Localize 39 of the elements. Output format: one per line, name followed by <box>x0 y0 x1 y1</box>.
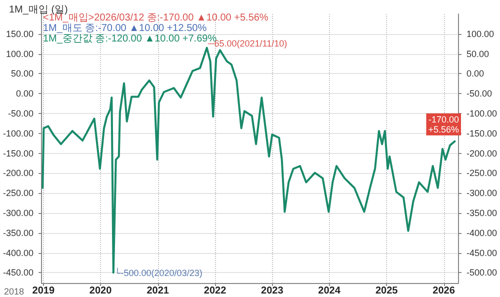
x-tick-label: 2019 <box>32 286 55 296</box>
y-tick-label: -250.00 <box>2 188 34 198</box>
y2-tick-label: -500.00 <box>466 268 498 278</box>
y-tick-label: 100.00 <box>6 48 34 59</box>
y2-tick-label: -350.00 <box>466 208 498 218</box>
annotation: └-500.00(2020/03/23) <box>114 267 202 278</box>
annotation: <1M_매입>2026/03/12 종:-170.00 ▲10.00 +5.56% <box>43 12 268 24</box>
y-tick-label: -300.00 <box>2 208 34 218</box>
y-tick-label: -200.00 <box>2 168 34 178</box>
y2-tick-label: 0.00 <box>466 68 484 79</box>
x-tick-label: 2020 <box>89 286 112 296</box>
y-tick-label: -150.00 <box>2 148 34 158</box>
y-tick-label: 150.00 <box>6 28 34 39</box>
y2-tick-label: -150.00 <box>466 128 498 138</box>
y2-tick-label: -100.00 <box>466 108 498 118</box>
x-tick-label: 2026 <box>432 286 456 296</box>
y-tick-label: -100.00 <box>2 128 34 138</box>
x-tick-label: 2023 <box>261 286 284 296</box>
y2-tick-label: -50.00 <box>466 88 492 99</box>
annotation: -170.00 +5.56% <box>428 114 459 134</box>
y-tick-label: -450.00 <box>2 268 34 278</box>
y2-tick-label: 100.00 <box>466 28 494 39</box>
text: 2018 <box>4 286 24 296</box>
y2-tick-label: -300.00 <box>466 188 498 198</box>
y2-tick-label: -250.00 <box>466 168 498 178</box>
y-tick-label: -50.00 <box>8 108 34 118</box>
y2-tick-label: -450.00 <box>466 248 498 258</box>
y-tick-label: -350.00 <box>2 228 34 238</box>
y2-tick-label: -200.00 <box>466 148 498 158</box>
x-tick-label: 2021 <box>146 286 170 296</box>
x-tick-label: 2025 <box>375 286 398 296</box>
x-tick-label: 2024 <box>318 286 341 296</box>
y-tick-label: -400.00 <box>2 248 34 258</box>
x-tick-label: 2022 <box>204 286 227 296</box>
y-tick-label: 50.00 <box>10 68 34 79</box>
y2-tick-label: 50.00 <box>466 48 490 59</box>
y-tick-label: 0.00 <box>16 88 34 99</box>
annotation: 1M_매도 종:-70.00 ▲10.00 +12.50% <box>43 23 207 34</box>
y2-tick-label: -400.00 <box>466 228 498 238</box>
